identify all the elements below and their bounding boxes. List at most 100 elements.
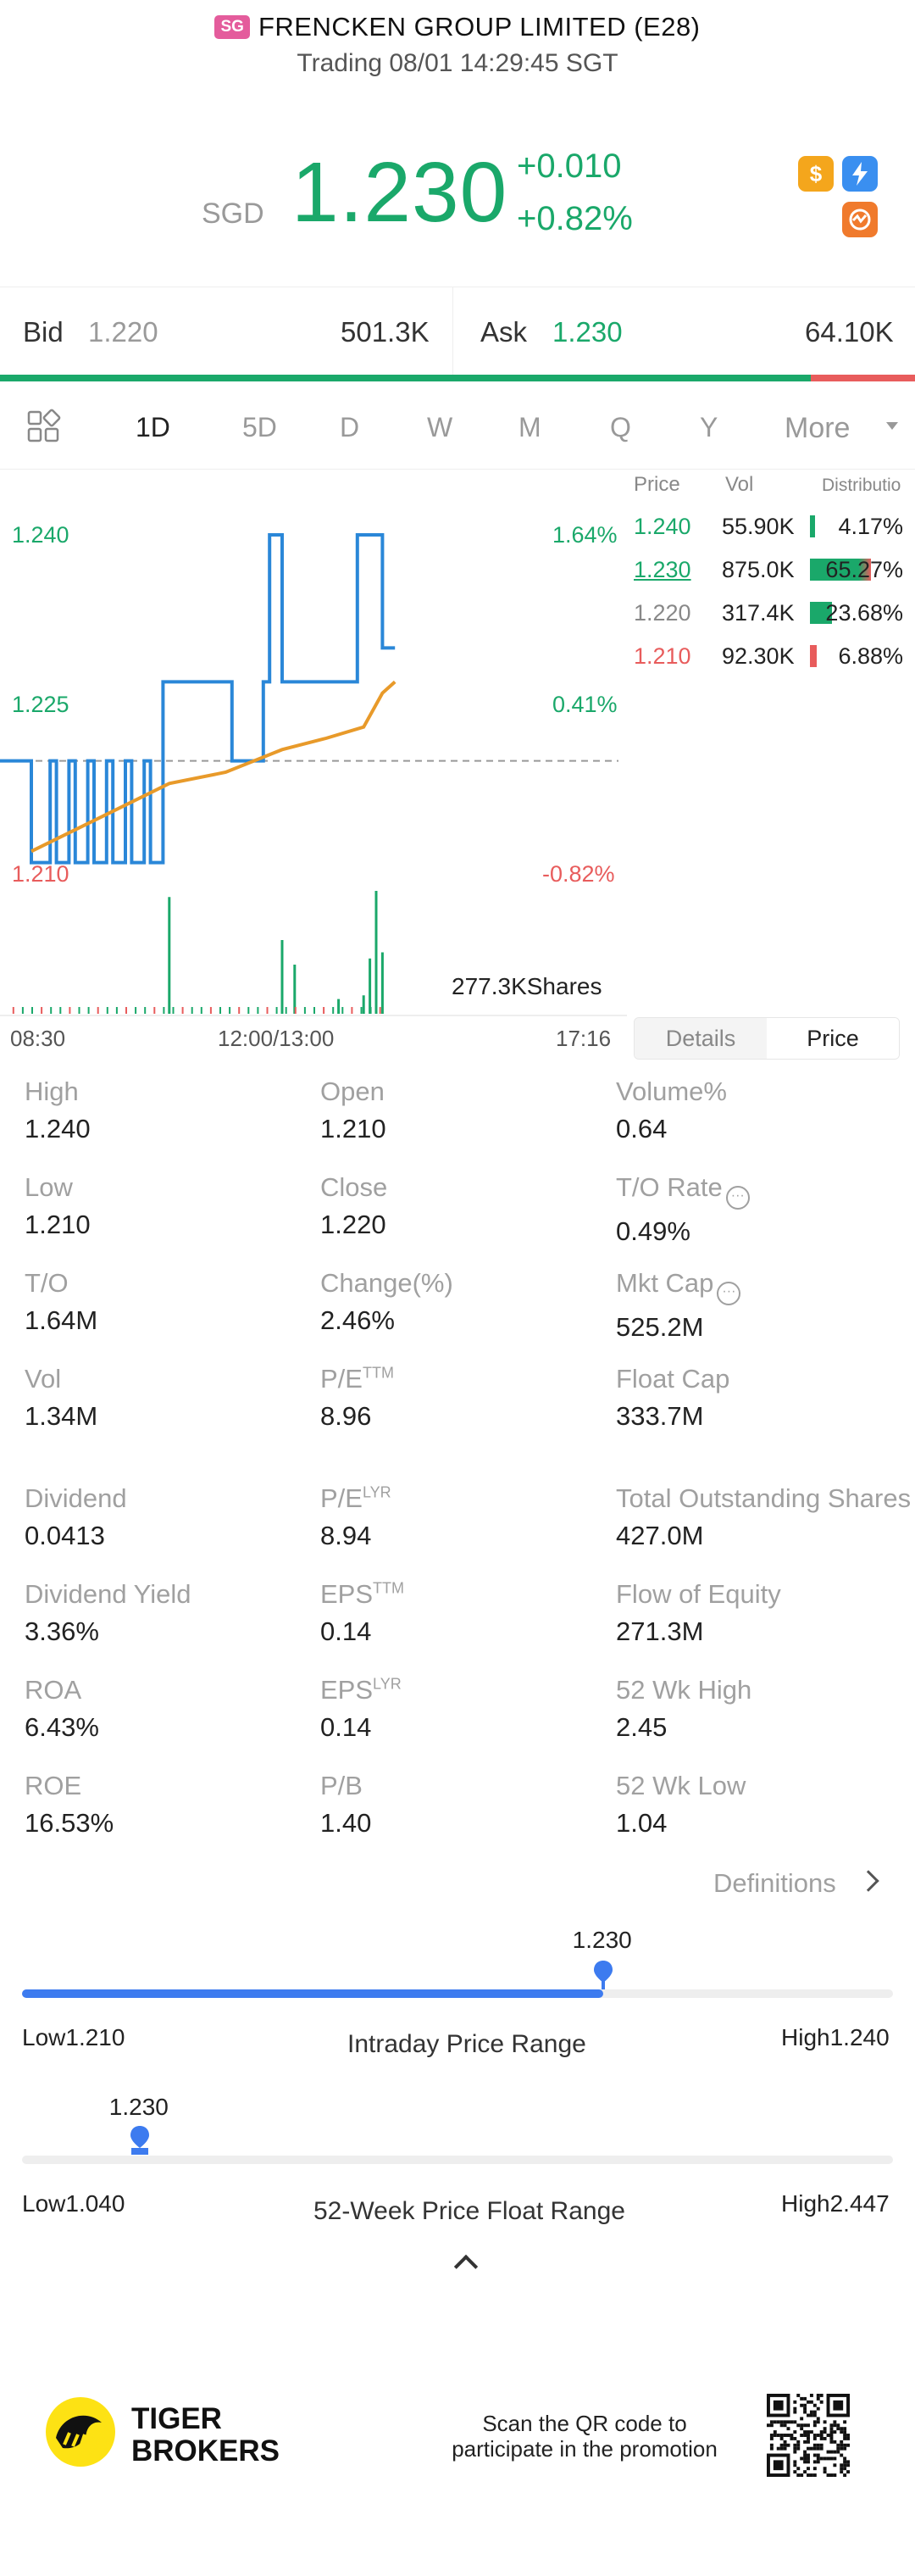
qr-module xyxy=(793,2443,797,2447)
volume-tick xyxy=(172,1007,175,1014)
ask-label: Ask xyxy=(480,316,528,348)
dist-price: 1.230 xyxy=(634,557,691,582)
stat-label: High xyxy=(25,1077,91,1107)
chevron-right-icon[interactable] xyxy=(857,1870,879,1892)
bid-ask-panel: Bid 1.220 501.3K Ask 1.230 64.10K xyxy=(0,287,915,381)
grid-layout-icon[interactable] xyxy=(25,409,63,446)
stat-label-text: Change(%) xyxy=(320,1268,453,1298)
stat-value: 2.45 xyxy=(616,1712,668,1742)
qr-module xyxy=(816,2434,820,2437)
stat-value: 1.04 xyxy=(616,1808,668,1838)
week52-high: High2.447 xyxy=(781,2190,890,2217)
qr-code[interactable] xyxy=(767,2394,850,2477)
stat-label-sup: TTM xyxy=(373,1579,405,1597)
qr-module xyxy=(807,2436,810,2440)
volume-tick xyxy=(266,1007,269,1014)
intraday-chart[interactable]: 1.240 1.225 1.210 1.64% 0.41% -0.82% xyxy=(0,471,627,1022)
stat-item: Dividend 0.0413 xyxy=(25,1483,127,1551)
activity-icon[interactable] xyxy=(842,202,878,237)
volume-tick xyxy=(341,1007,344,1014)
qr-module xyxy=(826,2473,830,2477)
ask-side[interactable]: Ask 1.230 64.10K xyxy=(452,287,915,381)
dist-price: 1.220 xyxy=(634,600,691,626)
dollar-icon[interactable]: $ xyxy=(798,156,834,192)
stat-label-sup: LYR xyxy=(362,1483,391,1501)
qr-module xyxy=(779,2423,784,2428)
qr-module xyxy=(843,2467,847,2471)
dist-percent: 4.17% xyxy=(838,514,903,539)
stat-item: T/O 1.64M xyxy=(25,1268,97,1336)
stat-label-text: Open xyxy=(320,1077,385,1106)
stat-item: EPSLYR 0.14 xyxy=(320,1675,402,1743)
time-label-close: 17:16 xyxy=(556,1026,612,1051)
info-icon[interactable]: ··· xyxy=(717,1282,741,1305)
bid-side[interactable]: Bid 1.220 501.3K xyxy=(0,287,451,381)
currency-label: SGD xyxy=(202,198,264,230)
tab-5d[interactable]: 5D xyxy=(242,412,277,442)
qr-module xyxy=(807,2423,810,2428)
qr-module xyxy=(773,2420,777,2424)
tab-month[interactable]: M xyxy=(518,412,541,442)
stat-item: Low 1.210 xyxy=(25,1172,91,1240)
stat-value: 1.34M xyxy=(25,1401,98,1431)
qr-module xyxy=(836,2427,840,2431)
qr-module xyxy=(786,2420,790,2424)
tab-1d[interactable]: 1D xyxy=(136,412,170,442)
info-icon[interactable]: ··· xyxy=(725,1186,750,1210)
qr-module xyxy=(769,2436,774,2440)
qr-module xyxy=(809,2413,813,2417)
qr-module xyxy=(843,2463,847,2468)
tab-week[interactable]: W xyxy=(427,412,453,442)
qr-module xyxy=(836,2450,840,2454)
stat-item: Flow of Equity 271.3M xyxy=(616,1579,781,1647)
tab-year[interactable]: Y xyxy=(700,412,718,442)
qr-module xyxy=(829,2473,834,2477)
stat-label: Open xyxy=(320,1077,386,1107)
tab-price[interactable]: Price xyxy=(767,1018,899,1059)
qr-module xyxy=(816,2456,820,2461)
qr-module xyxy=(790,2434,794,2437)
qr-module xyxy=(803,2423,807,2428)
qr-module xyxy=(840,2443,844,2447)
stat-item: Open 1.210 xyxy=(320,1077,386,1144)
qr-module xyxy=(833,2473,837,2477)
caret-down-icon[interactable] xyxy=(886,422,898,430)
brand-name-line1: TIGER xyxy=(131,2402,222,2435)
stat-label-text: P/E xyxy=(320,1483,363,1513)
qr-module xyxy=(769,2434,774,2437)
flash-icon[interactable] xyxy=(842,156,878,192)
bid-price: 1.220 xyxy=(88,316,158,348)
stat-value: 0.64 xyxy=(616,1114,668,1143)
qr-module xyxy=(800,2434,804,2437)
stat-value: 6.43% xyxy=(25,1712,99,1742)
qr-module xyxy=(793,2420,797,2424)
volume-tick xyxy=(275,1007,278,1014)
tab-quarter[interactable]: Q xyxy=(610,412,631,442)
stat-value: 0.14 xyxy=(320,1616,372,1646)
qr-module xyxy=(783,2440,787,2444)
qr-module xyxy=(800,2403,804,2407)
qr-module xyxy=(812,2420,817,2424)
average-price-line xyxy=(30,680,396,854)
qr-module xyxy=(843,2460,847,2464)
qr-module xyxy=(843,2456,847,2461)
qr-module xyxy=(823,2470,827,2474)
qr-module xyxy=(840,2453,844,2457)
definitions-link[interactable]: Definitions xyxy=(713,1868,836,1898)
trading-status: Trading 08/01 14:29:45 SGT xyxy=(297,49,618,77)
tab-details[interactable]: Details xyxy=(635,1018,767,1059)
chevron-up-icon[interactable] xyxy=(453,2254,479,2279)
qr-module xyxy=(800,2473,804,2477)
bid-volume: 501.3K xyxy=(341,316,430,348)
week52-low: Low1.040 xyxy=(22,2190,125,2217)
tab-day[interactable]: D xyxy=(340,412,360,442)
qr-module xyxy=(803,2470,807,2474)
volume-tick xyxy=(238,1007,241,1014)
stat-label-text: 52 Wk High xyxy=(616,1675,752,1705)
qr-module xyxy=(843,2446,847,2451)
tab-more[interactable]: More xyxy=(785,412,851,444)
qr-module xyxy=(823,2420,827,2424)
volume-tick xyxy=(247,1007,250,1014)
qr-module xyxy=(807,2434,810,2437)
qr-module xyxy=(840,2467,844,2471)
